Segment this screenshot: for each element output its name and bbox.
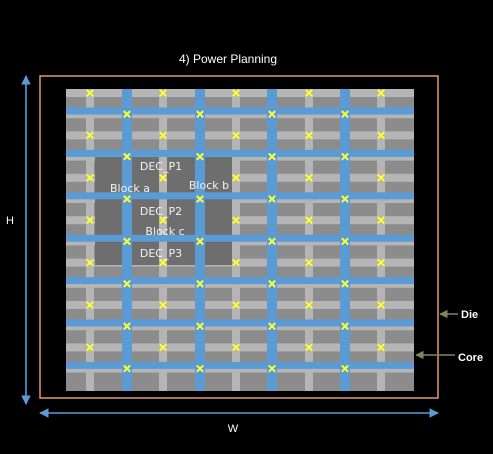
via-icon xyxy=(86,216,94,225)
via-icon xyxy=(305,216,313,225)
via-icon xyxy=(123,195,131,203)
horizontal-power-strap xyxy=(66,361,414,369)
via-icon xyxy=(159,258,167,267)
via-icon xyxy=(196,237,204,246)
via-icon xyxy=(196,279,204,288)
via-icon xyxy=(305,343,313,352)
block-a-label: Block a xyxy=(110,182,150,195)
via-icon xyxy=(341,152,349,161)
width-label: W xyxy=(228,423,239,435)
via-icon xyxy=(159,173,167,182)
via-icon xyxy=(86,89,94,97)
via-icon xyxy=(232,131,240,140)
via-icon xyxy=(123,110,131,119)
via-icon xyxy=(377,173,385,182)
via-icon xyxy=(196,110,204,119)
via-icon xyxy=(86,173,94,182)
via-icon xyxy=(86,301,94,309)
via-icon xyxy=(123,364,131,373)
via-icon xyxy=(196,195,204,203)
via-icon xyxy=(341,364,349,373)
via-icon xyxy=(305,301,313,309)
dec-p1-label: DEC_P1 xyxy=(140,160,182,173)
via-icon xyxy=(86,258,94,267)
via-icon xyxy=(86,343,94,352)
via-icon xyxy=(341,110,349,119)
via-icon xyxy=(196,322,204,331)
via-icon xyxy=(232,258,240,267)
via-icon xyxy=(159,89,167,97)
block-labels: DEC_P1 Block a Block b DEC_P2 Block c DE… xyxy=(110,160,229,260)
horizontal-power-strap xyxy=(66,192,414,200)
via-icon xyxy=(377,301,385,309)
via-icon xyxy=(232,173,240,182)
via-icon xyxy=(268,237,276,246)
via-icon xyxy=(196,364,204,373)
via-icon xyxy=(377,89,385,97)
via-icon xyxy=(268,279,276,288)
die-callout-label: Die xyxy=(461,309,478,321)
via-icon xyxy=(268,364,276,373)
block-c-label: Block c xyxy=(145,225,184,238)
core-callout-label: Core xyxy=(458,352,483,364)
via-icon xyxy=(123,152,131,161)
via-icon xyxy=(123,237,131,246)
dec-p3-label: DEC_P3 xyxy=(140,247,182,260)
via-icon xyxy=(377,216,385,225)
via-icon xyxy=(341,237,349,246)
via-icon xyxy=(159,216,167,225)
via-icon xyxy=(305,173,313,182)
via-icon xyxy=(377,343,385,352)
via-icon xyxy=(341,322,349,331)
via-icon xyxy=(159,131,167,140)
horizontal-power-strap xyxy=(66,319,414,327)
via-icon xyxy=(377,131,385,140)
horizontal-power-strap xyxy=(66,149,414,157)
height-label: H xyxy=(6,215,14,227)
via-icon xyxy=(159,343,167,352)
via-icon xyxy=(232,216,240,225)
horizontal-power-strap xyxy=(66,234,414,242)
horizontal-power-strap xyxy=(66,107,414,115)
via-icon xyxy=(341,279,349,288)
via-icon xyxy=(305,89,313,97)
via-icon xyxy=(232,301,240,309)
via-icon xyxy=(268,322,276,331)
via-icon xyxy=(232,343,240,352)
horizontal-power-strap xyxy=(66,277,414,285)
via-icon xyxy=(123,322,131,331)
die-boundary xyxy=(39,75,439,399)
via-icon xyxy=(341,195,349,203)
via-icon xyxy=(196,152,204,161)
via-icon xyxy=(377,258,385,267)
via-icon xyxy=(305,131,313,140)
via-icon xyxy=(305,258,313,267)
via-icon xyxy=(86,131,94,140)
via-icon xyxy=(268,110,276,119)
via-icon xyxy=(268,152,276,161)
via-icon xyxy=(232,89,240,97)
block-b-label: Block b xyxy=(189,179,229,192)
diagram-title: 4) Power Planning xyxy=(179,52,277,66)
via-icon xyxy=(159,301,167,309)
via-icon xyxy=(123,279,131,288)
dec-p2-label: DEC_P2 xyxy=(140,205,182,218)
via-icon xyxy=(268,195,276,203)
via-markers-group xyxy=(86,89,385,373)
